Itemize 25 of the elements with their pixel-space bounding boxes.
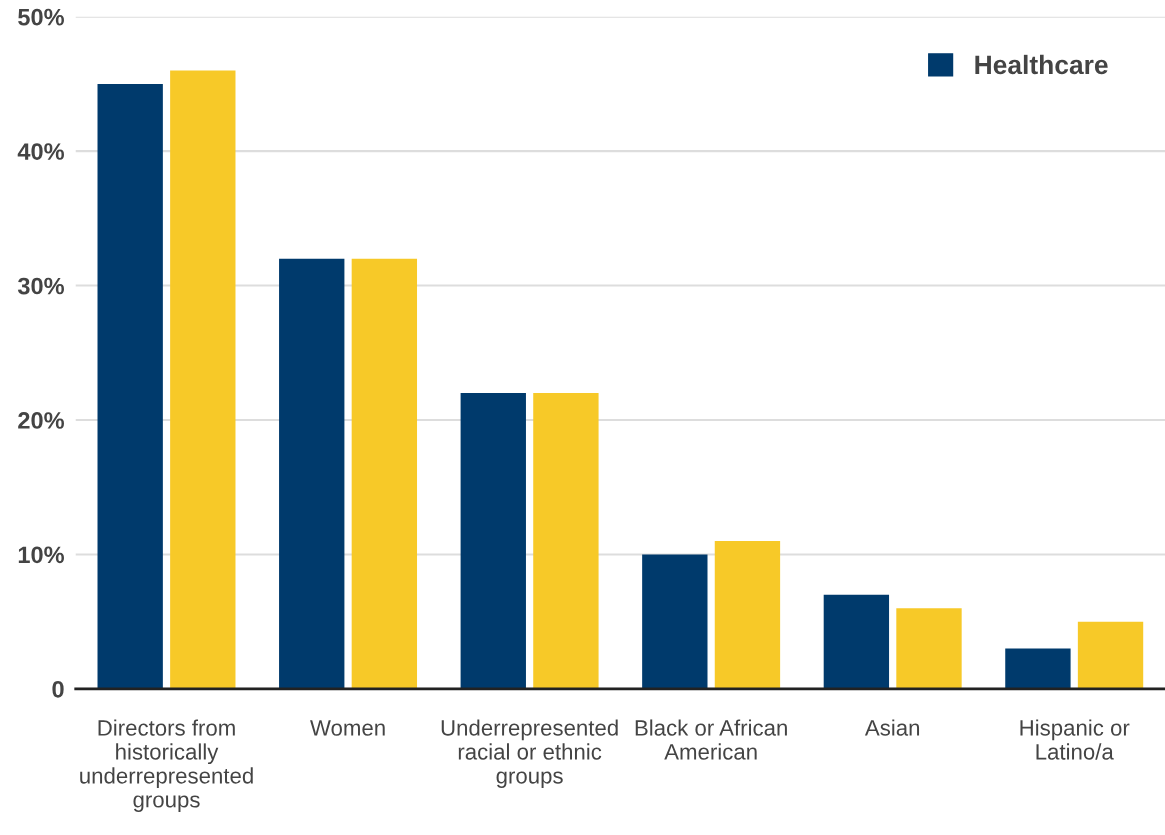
bar [1005, 648, 1071, 689]
bar [642, 554, 708, 689]
bar [97, 83, 163, 689]
legend-label: Healthcare [975, 54, 1108, 75]
bar [460, 393, 526, 689]
y-tick-label: 50% [18, 8, 64, 26]
bar [823, 594, 890, 689]
x-tick-label: Asian [864, 719, 920, 736]
x-tick-label: Directors from historically underrepresented groups [80, 719, 253, 812]
x-tick-label: Underrepresented racial or ethnic groups [441, 719, 618, 789]
y-tick-label: 0 [52, 680, 64, 698]
y-tick-label: 10% [18, 546, 64, 564]
bar [279, 258, 345, 689]
bar [1077, 621, 1144, 689]
x-tick-label: Hispanic or Latino/a [1020, 719, 1130, 760]
y-tick-label: 40% [17, 143, 64, 160]
y-tick-label: 20% [18, 412, 64, 429]
x-tick-label: Women [310, 720, 385, 736]
bar [896, 608, 962, 689]
bar [170, 70, 236, 689]
bar [714, 541, 781, 689]
x-tick-label: Black or African American [635, 719, 787, 760]
y-tick-label: 30% [17, 277, 64, 295]
bar [351, 258, 418, 689]
bar [533, 393, 599, 689]
